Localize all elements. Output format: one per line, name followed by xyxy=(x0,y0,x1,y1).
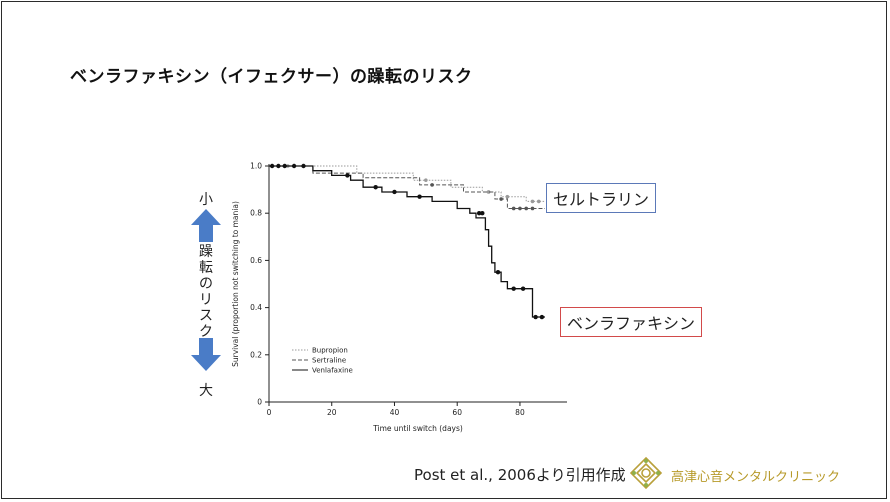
censor-point xyxy=(524,206,529,211)
x-tick-label: 60 xyxy=(452,408,462,417)
risk-vertical-label: 躁 転 の リ ス ク xyxy=(198,244,214,340)
censor-point xyxy=(539,314,545,320)
censor-point xyxy=(373,185,378,190)
chart-axes: 0 0.2 0.4 0.6 0.8 1.0 0 20 40 60 80 xyxy=(250,162,567,417)
y-tick-label: 0.4 xyxy=(250,303,262,312)
censor-point xyxy=(530,199,535,204)
censor-point xyxy=(291,163,297,169)
legend-label: Venlafaxine xyxy=(312,367,353,375)
risk-char: 躁 xyxy=(199,244,213,260)
censor-point xyxy=(301,163,306,169)
censor-point xyxy=(518,206,522,211)
clinic-name: 高津心音メンタルクリニック xyxy=(671,470,841,485)
risk-char: 転 xyxy=(199,260,213,276)
venlafaxine-callout: ベンラファキシン xyxy=(560,307,703,337)
up-arrow-icon xyxy=(191,209,221,242)
censor-point xyxy=(530,206,535,211)
censor-point xyxy=(430,183,434,187)
x-tick-label: 80 xyxy=(515,408,525,417)
risk-low-label: 小 xyxy=(199,192,213,208)
censor-point xyxy=(480,211,485,216)
censor-point xyxy=(511,286,516,291)
censor-point xyxy=(392,189,397,195)
censor-point xyxy=(499,197,503,201)
censor-point xyxy=(424,178,428,182)
censor-point xyxy=(476,211,482,216)
risk-char: リ xyxy=(199,292,213,308)
censor-point xyxy=(511,206,516,211)
legend-label: Bupropion xyxy=(312,347,348,355)
risk-char: ス xyxy=(199,308,213,324)
censor-point xyxy=(269,163,275,169)
censor-point xyxy=(495,270,501,275)
y-tick-label: 0.6 xyxy=(250,256,262,265)
censor-point xyxy=(533,314,538,320)
chart-series xyxy=(269,163,545,320)
censor-point xyxy=(276,163,281,169)
censor-point xyxy=(282,163,287,169)
risk-char: ク xyxy=(199,324,213,340)
x-tick-label: 20 xyxy=(327,408,337,417)
y-tick-label: 0 xyxy=(257,398,262,407)
y-axis-label: Survival (proportion not switching to ma… xyxy=(231,201,240,367)
censor-point xyxy=(536,199,541,204)
risk-high-label: 大 xyxy=(199,383,213,399)
series-line-venlafaxine xyxy=(269,165,545,318)
chart-legend: Bupropion Sertraline Venlafaxine xyxy=(292,347,353,375)
censor-point xyxy=(417,194,422,199)
censor-point xyxy=(486,190,491,194)
y-tick-label: 0.2 xyxy=(250,350,262,359)
legend-label: Sertraline xyxy=(312,357,346,365)
x-axis-label: Time until switch (days) xyxy=(372,424,463,433)
censor-point xyxy=(345,173,350,178)
censor-point xyxy=(505,194,510,199)
down-arrow-icon xyxy=(191,338,221,371)
sertraline-callout: セルトラリン xyxy=(546,183,657,213)
y-tick-label: 0.8 xyxy=(250,209,262,218)
x-tick-label: 0 xyxy=(267,408,272,417)
survival-chart: 0 0.2 0.4 0.6 0.8 1.0 0 20 40 60 80 Bupropion Sertr… xyxy=(231,162,567,433)
series-line-sertraline xyxy=(269,165,545,209)
citation: Post et al., 2006より引用作成 xyxy=(414,466,626,484)
clinic-logo-icon xyxy=(629,456,663,490)
x-tick-label: 40 xyxy=(390,408,400,417)
censor-point xyxy=(520,286,526,291)
slide-title: ベンラファキシン（イフェクサー）の躁転のリスク xyxy=(70,67,473,87)
y-tick-label: 1.0 xyxy=(250,162,262,171)
risk-char: の xyxy=(199,276,213,292)
